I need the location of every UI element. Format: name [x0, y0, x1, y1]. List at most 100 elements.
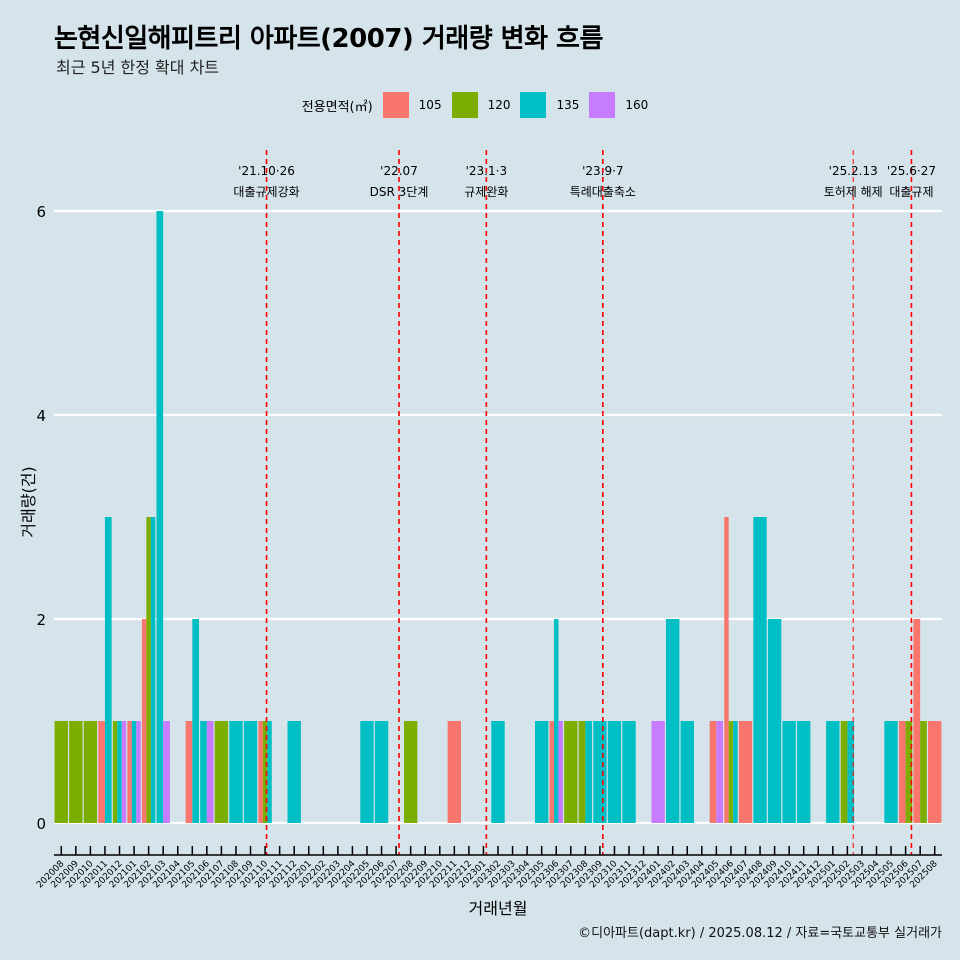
bar-105-202110: [258, 721, 263, 823]
bar-120-202308: [578, 721, 586, 823]
bar-120-202107: [214, 721, 229, 823]
bar-135-202110: [267, 721, 272, 823]
bar-135-202306: [553, 619, 559, 823]
bar-120-202102: [146, 517, 151, 823]
page-subtitle: 최근 5년 한정 확대 차트: [56, 58, 220, 77]
bar-160-202101: [136, 721, 141, 823]
bar-135-202309: [593, 721, 607, 823]
bar-135-202011: [104, 517, 112, 823]
bar-160-202106: [206, 721, 214, 823]
bar-160-202405: [716, 721, 724, 823]
page-title: 논현신일해피트리 아파트(2007) 거래량 변화 흐름: [54, 24, 603, 54]
bar-160-202103: [163, 721, 170, 823]
bar-160-202306: [558, 721, 563, 823]
legend: 전용면적(㎡) 105 120 135 160: [0, 92, 960, 118]
legend-label-160: 160: [625, 98, 649, 112]
y-axis-title: 거래량(건): [19, 466, 38, 537]
legend-item-120: 120: [451, 92, 511, 118]
bar-135-202409: [767, 619, 782, 823]
bar-120-202502: [840, 721, 848, 823]
bar-120-202008: [54, 721, 68, 823]
event-lines: '21.10·26 대출규제강화 '22.07 DSR 3단계 '23.1·3 규제완화 '…: [233, 150, 936, 855]
bar-135-202403: [680, 721, 694, 823]
bar-135-202106: [200, 721, 207, 823]
bar-135-202206: [374, 721, 389, 823]
bar-135-202101: [131, 721, 137, 823]
bar-135-202502: [847, 721, 855, 823]
event-date: '25.2.13: [829, 164, 878, 178]
bar-120-202406: [728, 721, 734, 823]
bar-105-202102: [141, 619, 147, 823]
event-date: '23.9·7: [582, 164, 623, 178]
legend-key-160: [589, 92, 616, 118]
bar-135-202302: [491, 721, 505, 823]
legend-label-120: 120: [487, 98, 511, 112]
bar-160-202401: [651, 721, 665, 823]
bar-105-202406: [724, 517, 729, 823]
bar-120-202010: [83, 721, 98, 823]
legend-key-105: [382, 92, 409, 118]
bar-135-202105: [192, 619, 199, 823]
event-label: 대출규제: [889, 185, 933, 199]
bar-135-202108: [229, 721, 243, 823]
event-label: 특례대출축소: [570, 185, 636, 199]
legend-item-135: 135: [520, 92, 579, 118]
event-date: '25.6·27: [887, 164, 936, 178]
legend-label-105: 105: [418, 98, 442, 112]
bar-135-202308: [585, 721, 593, 823]
bar-135-202410: [782, 721, 796, 823]
bar-160-202012: [121, 721, 127, 823]
event-date: '23.1·3: [466, 164, 507, 178]
bar-105-202101: [127, 721, 132, 823]
y-tick-label: 0: [36, 815, 46, 833]
bar-120-202012: [112, 721, 118, 823]
bar-135-202406: [733, 721, 738, 823]
bar-135-202112: [287, 721, 301, 823]
bar-135-202408: [753, 517, 767, 823]
bar-135-202102: [150, 517, 156, 823]
y-tick-label: 2: [36, 611, 46, 629]
bar-135-202402: [665, 619, 680, 823]
bar-120-202506: [905, 721, 913, 823]
bar-135-202012: [117, 721, 122, 823]
event-label: 토허제 해제: [824, 185, 883, 199]
bar-120-202208: [403, 721, 418, 823]
legend-key-135: [520, 92, 547, 118]
bars: [54, 211, 942, 823]
legend-key-120: [451, 92, 478, 118]
bar-135-202505: [884, 721, 898, 823]
bar-120-202009: [69, 721, 83, 823]
bar-135-202311: [622, 721, 636, 823]
bar-105-202405: [709, 721, 717, 823]
bar-120-202507: [920, 721, 927, 823]
event-date: '22.07: [380, 164, 418, 178]
bar-135-202205: [360, 721, 374, 823]
y-tick-label: 4: [36, 407, 46, 425]
legend-label-135: 135: [556, 98, 580, 112]
bar-105-202211: [447, 721, 462, 823]
legend-title: 전용면적(㎡): [301, 99, 373, 115]
bar-105-202011: [98, 721, 105, 823]
bar-120-202110: [262, 721, 268, 823]
bar-105-202105: [185, 721, 193, 823]
bar-135-202501: [826, 721, 840, 823]
bar-120-202307: [564, 721, 578, 823]
bar-105-202306: [549, 721, 554, 823]
event-label: 규제완화: [464, 185, 508, 199]
event-label: DSR 3단계: [370, 185, 429, 199]
y-tick-label: 6: [36, 203, 46, 221]
legend-item-160: 160: [589, 92, 648, 118]
bar-105-202508: [928, 721, 942, 823]
bar-105-202407: [738, 721, 753, 823]
bar-105-202507: [913, 619, 921, 823]
event-label: 대출규제강화: [233, 185, 299, 199]
bar-135-202305: [534, 721, 549, 823]
bar-135-202310: [607, 721, 622, 823]
bar-135-202109: [243, 721, 258, 823]
legend-item-105: 105: [382, 92, 442, 118]
x-axis-title: 거래년월: [469, 899, 528, 918]
bar-135-202103: [156, 211, 164, 823]
bar-105-202506: [898, 721, 906, 823]
footer-credit: ©디아파트(dapt.kr) / 2025.08.12 / 자료=국토교통부 실…: [578, 926, 942, 941]
